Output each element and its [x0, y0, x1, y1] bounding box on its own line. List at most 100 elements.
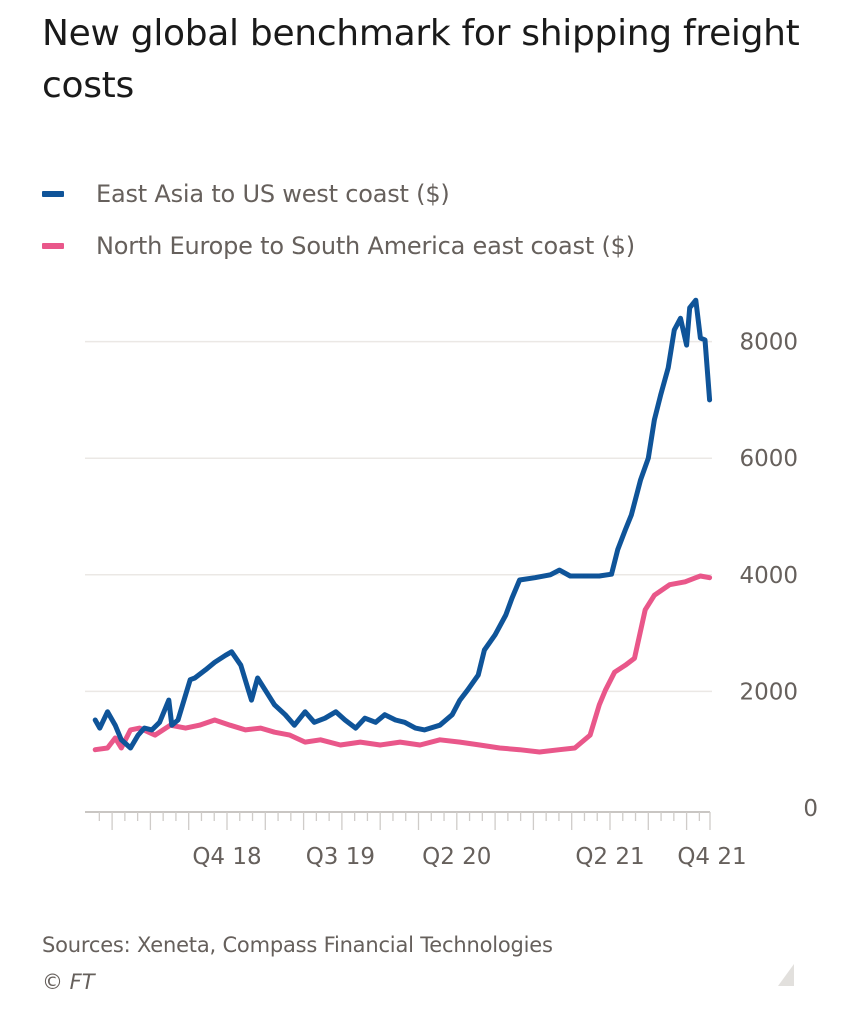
east-asia-point	[609, 572, 614, 577]
north-europe-point	[105, 745, 110, 751]
north-europe-point	[643, 607, 648, 612]
east-asia-point	[263, 688, 268, 693]
north-europe-point	[612, 670, 617, 675]
east-asia-point	[382, 712, 387, 717]
north-europe-point	[537, 749, 542, 755]
east-asia-point	[666, 365, 671, 370]
x-axis-labels: Q4 18 Q3 19 Q2 20 Q2 21 Q4 21	[192, 844, 746, 870]
legend-label-north-europe: North Europe to South America east coast…	[96, 232, 635, 260]
east-asia-point	[255, 675, 260, 681]
legend-item-north-europe: North Europe to South America east coast…	[42, 220, 635, 272]
north-europe-point	[682, 579, 688, 584]
north-europe-point	[497, 745, 502, 751]
north-europe-point	[378, 742, 383, 748]
east-asia-point	[413, 725, 418, 731]
east-asia-point	[105, 709, 110, 714]
east-asia-point	[246, 688, 251, 693]
east-asia-point	[373, 720, 378, 725]
east-asia-point	[175, 717, 181, 723]
east-asia-point	[532, 575, 538, 580]
east-asia-point	[465, 688, 470, 693]
east-asia-point	[119, 737, 124, 742]
y-axis-labels: 0 2000 4000 6000 8000	[739, 330, 818, 822]
east-asia-point	[658, 393, 663, 398]
east-asia-point	[517, 577, 522, 583]
east-asia-point	[157, 720, 162, 725]
north-europe-point	[667, 582, 672, 587]
series-line-north-europe	[92, 573, 713, 755]
east-asia-point	[149, 727, 155, 733]
north-europe-point	[113, 735, 118, 741]
east-asia-point	[188, 677, 193, 682]
north-europe-point	[287, 732, 292, 738]
east-asia-point	[646, 456, 651, 461]
east-asia-point	[476, 672, 481, 678]
east-asia-point	[707, 397, 712, 403]
east-asia-point	[238, 663, 243, 668]
north-europe-point	[358, 739, 363, 745]
north-europe-point	[128, 727, 133, 733]
east-asia-point	[652, 417, 657, 422]
east-asia-point	[229, 649, 234, 654]
legend: East Asia to US west coast ($) North Eur…	[42, 168, 635, 272]
east-asia-point	[687, 305, 692, 310]
east-asia-point	[402, 720, 407, 725]
north-europe-point	[417, 742, 423, 748]
north-europe-point	[212, 717, 217, 723]
east-asia-point	[638, 477, 643, 482]
east-asia-point	[142, 725, 147, 731]
east-asia-point	[393, 717, 398, 723]
y-tick-label-8000: 8000	[739, 330, 798, 356]
gridlines	[85, 340, 712, 693]
legend-swatch-north-europe	[42, 243, 64, 249]
east-asia-point	[693, 298, 698, 303]
east-asia-point	[283, 712, 288, 717]
north-europe-point	[572, 745, 577, 751]
x-tick-label-q2-20: Q2 20	[422, 844, 491, 870]
y-tick-label-6000: 6000	[739, 446, 798, 472]
north-europe-point	[397, 739, 403, 745]
north-europe-point	[623, 663, 628, 668]
east-asia-point	[615, 547, 620, 552]
north-europe-point	[707, 575, 712, 580]
east-asia-point	[583, 573, 588, 579]
north-europe-point	[477, 742, 482, 748]
north-europe-point	[183, 725, 188, 731]
east-asia-point	[597, 573, 602, 579]
north-europe-point	[517, 747, 522, 752]
east-asia-point	[509, 595, 515, 601]
north-europe-point	[597, 702, 602, 707]
y-tick-label-0: 0	[803, 796, 818, 822]
east-asia-point	[684, 342, 689, 348]
north-europe-point	[227, 723, 233, 728]
east-asia-point	[292, 723, 297, 728]
north-europe-point	[557, 747, 562, 752]
source-note: Sources: Xeneta, Compass Financial Techn…	[42, 933, 553, 957]
east-asia-point	[482, 647, 487, 653]
east-asia-point	[249, 697, 254, 703]
legend-item-east-asia: East Asia to US west coast ($)	[42, 168, 635, 220]
east-asia-point	[342, 717, 348, 723]
east-asia-point	[702, 337, 708, 343]
east-asia-point	[362, 716, 368, 721]
series-lines	[92, 297, 713, 755]
east-asia-point	[437, 723, 443, 728]
north-europe-point	[437, 737, 443, 742]
east-asia-point	[212, 660, 217, 665]
north-europe-point	[302, 739, 308, 745]
north-europe-point	[197, 723, 202, 728]
resize-corner-icon	[778, 964, 794, 986]
east-asia-point	[312, 720, 317, 725]
north-europe-point	[693, 575, 698, 580]
east-asia-point	[457, 697, 463, 703]
east-asia-point	[557, 567, 562, 573]
east-asia-point	[422, 727, 427, 733]
east-asia-point	[629, 512, 634, 517]
east-asia-point	[503, 612, 508, 618]
chart-title: New global benchmark for shipping freigh…	[42, 13, 800, 106]
east-asia-point	[492, 632, 498, 637]
east-asia-point	[548, 572, 553, 577]
north-europe-point	[258, 725, 263, 731]
north-europe-point	[119, 745, 124, 751]
